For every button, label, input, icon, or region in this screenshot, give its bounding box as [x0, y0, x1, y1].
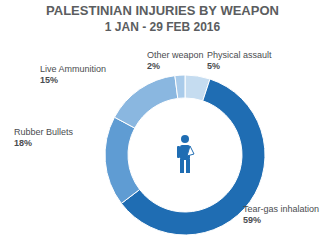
- person-icon: [177, 135, 194, 173]
- category-label: Live Ammunition: [40, 64, 106, 74]
- category-label: Rubber Bullets: [14, 127, 74, 137]
- data-label: 15%: [40, 75, 58, 85]
- icon-arm: [177, 146, 180, 158]
- data-label: 2%: [147, 61, 160, 71]
- icon-leg: [180, 159, 184, 173]
- data-label: 59%: [243, 215, 261, 225]
- icon-head: [181, 135, 189, 143]
- category-label: Tear-gas inhalation: [243, 204, 319, 214]
- icon-sling: [187, 146, 194, 156]
- subtitle: 1 JAN - 29 FEB 2016: [105, 20, 221, 34]
- donut: [105, 75, 265, 235]
- data-label: 18%: [14, 138, 32, 148]
- category-label: Physical assault: [207, 50, 272, 60]
- labels: Physical assault5% Tear-gas inhalation59%…: [14, 50, 319, 225]
- title: PALESTINIAN INJURIES BY WEAPON: [46, 3, 279, 18]
- slice: [175, 75, 185, 98]
- icon-leg: [186, 159, 190, 173]
- chart: PALESTINIAN INJURIES BY WEAPON 1 JAN - 29…: [0, 0, 325, 243]
- data-label: 5%: [207, 61, 220, 71]
- category-label: Other weapon: [147, 50, 204, 60]
- slice: [114, 76, 177, 128]
- slice: [105, 117, 140, 203]
